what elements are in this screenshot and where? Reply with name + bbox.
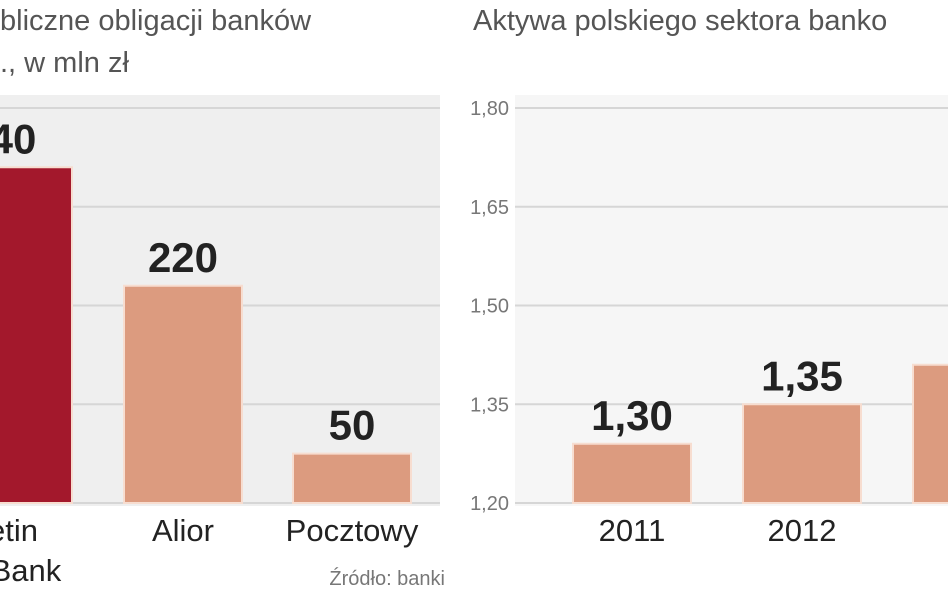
chart-title: bliczne obligacji banków: [0, 5, 312, 37]
x-tick-label: Pocztowy: [285, 513, 419, 548]
y-tick-label: 1,50: [470, 296, 509, 318]
plot-area: [515, 95, 948, 506]
value-label: 40: [0, 115, 36, 162]
x-tick-label: 2012: [767, 513, 837, 548]
y-tick-label: 1,65: [470, 197, 509, 219]
y-tick-label: 1,80: [470, 98, 509, 120]
x-tick-label: 2: [872, 511, 948, 551]
y-tick-label: 1,20: [470, 493, 509, 515]
bar: [742, 403, 862, 504]
chart-subtitle: ., w mln zł: [0, 47, 129, 79]
bar: [0, 166, 73, 504]
x-tick-label: 2011: [598, 513, 666, 548]
chart-title: Aktywa polskiego sektora banko: [473, 5, 887, 37]
value-label: 220: [148, 234, 218, 281]
value-label: 50: [329, 402, 376, 449]
bar: [912, 363, 948, 504]
x-tick-label: Alior: [151, 513, 214, 548]
bar: [123, 284, 243, 504]
bar: [572, 442, 692, 504]
source: Źródło: banki: [329, 567, 445, 590]
bar: [292, 452, 412, 504]
y-tick-label: 1,35: [470, 394, 509, 416]
value-label: 1,30: [591, 392, 673, 439]
x-tick-label: etin e Bank: [0, 513, 62, 588]
value-label: 1,35: [761, 352, 843, 399]
